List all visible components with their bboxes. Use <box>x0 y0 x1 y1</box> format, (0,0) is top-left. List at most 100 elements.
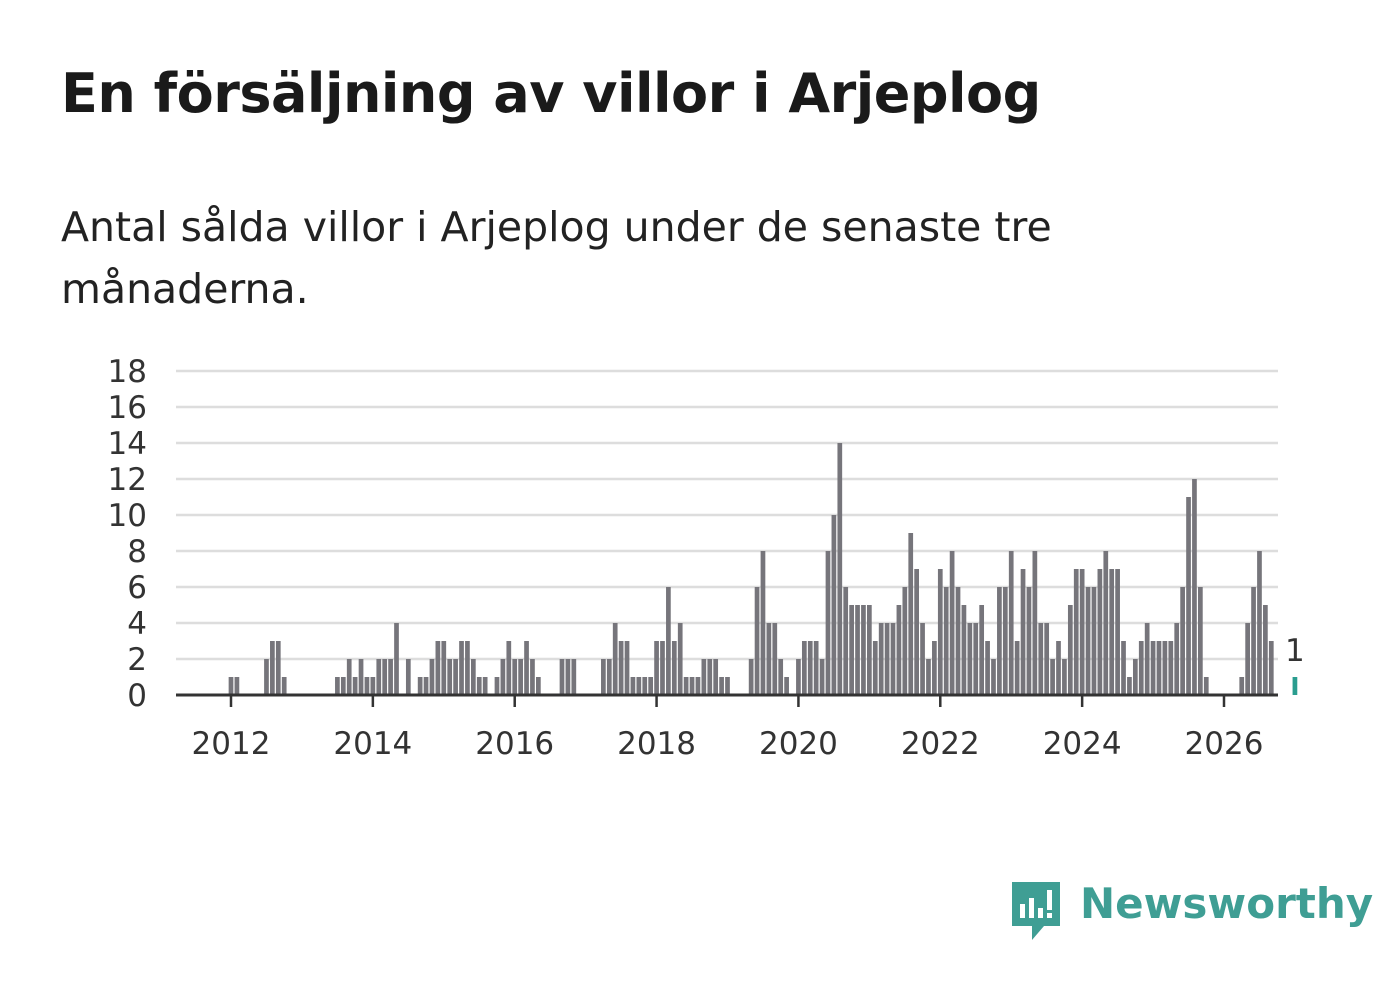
bar <box>536 677 541 695</box>
bar <box>565 659 571 695</box>
bar <box>530 659 535 695</box>
bar <box>423 677 429 695</box>
bar <box>1263 605 1268 695</box>
bar <box>1091 587 1097 695</box>
highlight-value-label: 1 <box>1285 633 1305 669</box>
bar <box>1168 641 1174 695</box>
bar <box>1038 623 1044 695</box>
y-tick-label: 12 <box>108 462 147 498</box>
bar <box>630 677 636 695</box>
bar <box>825 551 831 695</box>
bar <box>500 659 506 695</box>
y-tick-label: 2 <box>127 642 147 678</box>
bar <box>1257 551 1262 695</box>
y-tick-label: 14 <box>108 426 147 462</box>
bar <box>1062 659 1067 695</box>
bar <box>382 659 388 695</box>
bar <box>524 641 529 695</box>
bar <box>878 623 884 695</box>
bar <box>358 659 364 695</box>
bar <box>1162 641 1168 695</box>
bar <box>748 659 754 695</box>
bar <box>725 677 730 695</box>
bar <box>453 659 458 695</box>
bar <box>1144 623 1150 695</box>
bar <box>1026 587 1032 695</box>
bar <box>465 641 470 695</box>
bar <box>612 623 618 695</box>
bar <box>1079 569 1085 695</box>
bar <box>701 659 707 695</box>
bar <box>932 641 937 695</box>
bar <box>1109 569 1115 695</box>
bar <box>1150 641 1156 695</box>
brand-name: Newsworthy <box>1080 879 1374 928</box>
bar <box>1127 677 1132 695</box>
bar <box>1008 551 1014 695</box>
bar <box>1245 623 1250 695</box>
bar <box>1085 587 1091 695</box>
bar <box>376 659 382 695</box>
bar <box>346 659 352 695</box>
bar <box>1174 623 1180 695</box>
bar <box>654 641 659 695</box>
bar <box>1002 587 1008 695</box>
bar <box>636 677 642 695</box>
bar <box>228 677 234 695</box>
bar <box>447 659 453 695</box>
bar <box>719 677 724 695</box>
bar <box>394 623 399 695</box>
bar <box>1032 551 1038 695</box>
bar <box>819 659 825 695</box>
bar <box>671 641 677 695</box>
y-tick-label: 6 <box>127 570 147 606</box>
bar <box>370 677 376 695</box>
bar <box>601 659 606 695</box>
bar <box>1138 641 1144 695</box>
bar <box>961 605 967 695</box>
bar <box>772 623 778 695</box>
gridlines <box>176 369 1278 661</box>
bar <box>1192 479 1197 695</box>
bar <box>914 569 919 695</box>
bar <box>666 587 671 695</box>
bar <box>1186 497 1191 695</box>
x-tick-label: 2026 <box>1185 726 1264 762</box>
bar <box>618 641 624 695</box>
bar <box>926 659 931 695</box>
newsworthy-logo-icon <box>1012 882 1060 940</box>
chart-subtitle: Antal sålda villor i Arjeplog under de s… <box>61 203 1052 313</box>
bar <box>1198 587 1203 695</box>
bar <box>991 659 996 695</box>
bar <box>518 659 523 695</box>
bar <box>388 659 393 695</box>
bar <box>335 677 340 695</box>
bar <box>494 677 500 695</box>
x-tick-label: 2024 <box>1043 726 1122 762</box>
bar <box>1044 623 1050 695</box>
bar <box>695 677 701 695</box>
bar <box>648 677 654 695</box>
bar <box>683 677 689 695</box>
bar <box>264 659 269 695</box>
bar <box>476 677 482 695</box>
bar <box>405 659 411 695</box>
bar <box>275 641 281 695</box>
bar <box>1050 659 1055 695</box>
y-tick-label: 4 <box>127 606 147 642</box>
bar <box>831 515 837 695</box>
bar <box>435 641 441 695</box>
bar <box>364 677 370 695</box>
bar <box>849 605 854 695</box>
y-tick-label: 0 <box>127 678 147 714</box>
bar <box>937 569 943 695</box>
bar <box>867 605 872 695</box>
bar <box>890 623 896 695</box>
bar <box>707 659 713 695</box>
bar <box>766 623 772 695</box>
x-tick-label: 2012 <box>192 726 271 762</box>
bar <box>997 587 1002 695</box>
y-tick-label: 10 <box>108 498 147 534</box>
bar <box>884 623 890 695</box>
bar <box>902 587 908 695</box>
